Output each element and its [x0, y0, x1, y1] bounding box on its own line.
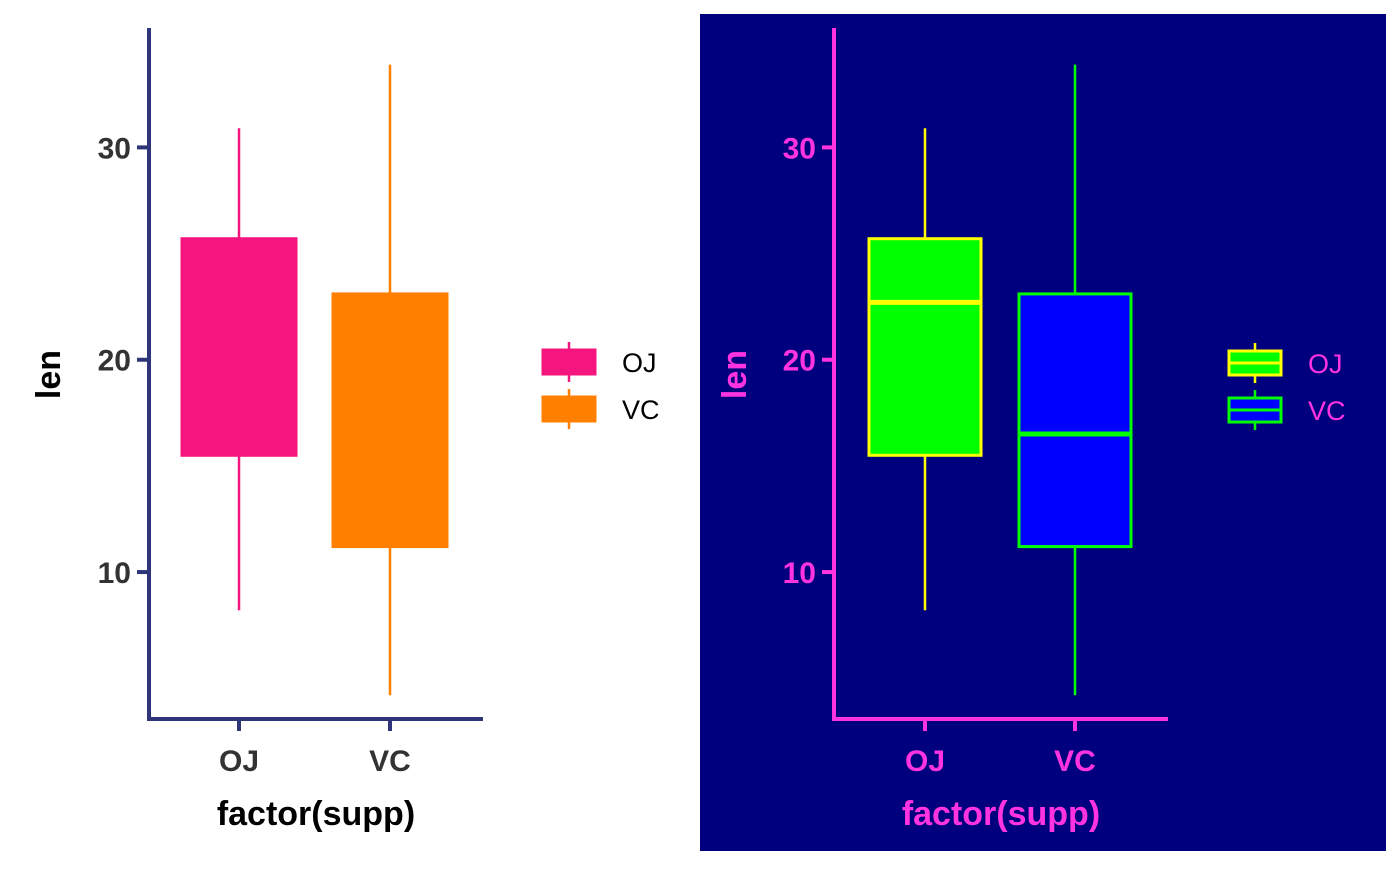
legend-label: VC: [1308, 396, 1346, 426]
legend-key-oj: [541, 348, 597, 376]
y-tick-label: 20: [783, 345, 816, 378]
left-boxplot-chart: 10 20 30 OJ VC factor(supp) len OJ VC: [0, 0, 700, 865]
box-vc: [331, 292, 449, 549]
right-boxplot-chart: 10 20 30 OJ VC factor(supp) len OJ VC: [700, 14, 1386, 851]
y-axis-title: len: [716, 350, 754, 399]
right-chart-panel: 10 20 30 OJ VC factor(supp) len OJ VC: [700, 14, 1386, 851]
y-tick-label: 10: [98, 557, 131, 590]
left-chart-panel: 10 20 30 OJ VC factor(supp) len OJ VC: [0, 0, 700, 865]
legend-label: OJ: [622, 348, 657, 378]
x-tick-label: VC: [1054, 745, 1096, 778]
x-axis-title: factor(supp): [217, 795, 415, 833]
x-tick-label: OJ: [219, 745, 259, 778]
x-tick-label: OJ: [905, 745, 945, 778]
box-oj: [867, 237, 983, 457]
legend-key-vc: [541, 395, 597, 423]
y-tick-label: 30: [98, 132, 131, 165]
legend-label: OJ: [1308, 349, 1343, 379]
y-axis-title: len: [30, 350, 68, 399]
box-vc: [1017, 292, 1133, 549]
legend-label: VC: [622, 395, 660, 425]
x-axis-title: factor(supp): [902, 795, 1100, 833]
y-tick-label: 20: [98, 345, 131, 378]
x-tick-label: VC: [369, 745, 411, 778]
y-tick-label: 30: [783, 132, 816, 165]
box-oj: [180, 237, 298, 457]
y-tick-label: 10: [783, 557, 816, 590]
